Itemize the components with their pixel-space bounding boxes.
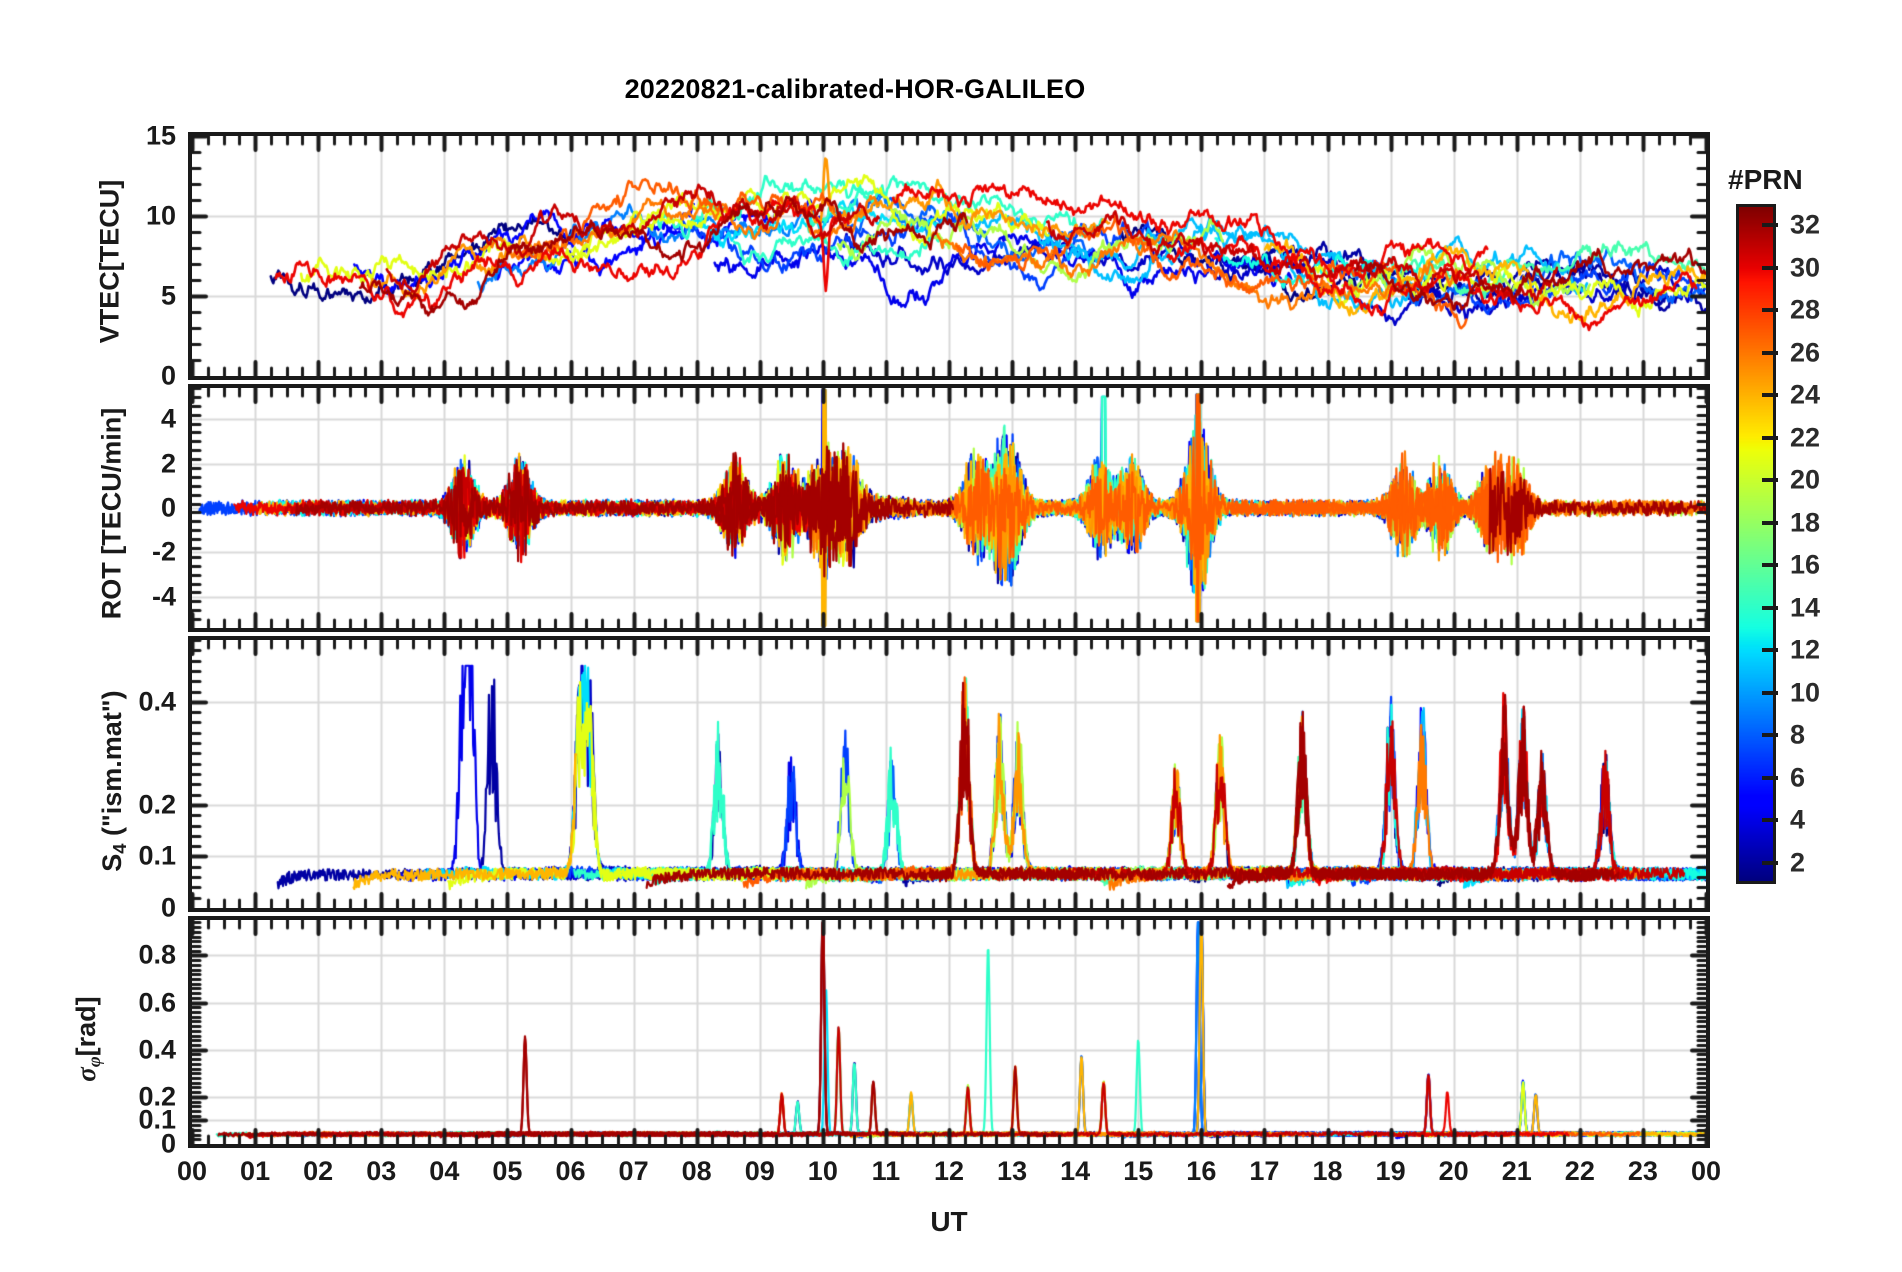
colorbar-tick-mark <box>1762 690 1778 695</box>
xtick-12: 12 <box>933 1156 965 1186</box>
colorbar-tick-22: 22 <box>1790 422 1821 453</box>
colorbar-tick-mark <box>1762 265 1778 270</box>
ytick-p3-0.4: 0.4 <box>138 686 176 717</box>
xtick-22: 22 <box>1564 1156 1595 1186</box>
colorbar-title: #PRN <box>1728 164 1803 195</box>
colorbar-tick-mark <box>1762 733 1778 738</box>
colorbar-tick-18: 18 <box>1790 507 1821 538</box>
colorbar-tick-10: 10 <box>1790 677 1821 708</box>
colorbar-tick-28: 28 <box>1790 294 1821 325</box>
ytick-p4-0.1: 0.1 <box>138 1104 176 1135</box>
xtick-15: 15 <box>1123 1156 1154 1186</box>
colorbar-tick-32: 32 <box>1790 209 1821 240</box>
ytick-p1-5: 5 <box>160 280 176 311</box>
xtick-17: 17 <box>1249 1156 1280 1186</box>
ytick-p3-0.2: 0.2 <box>138 789 176 820</box>
xtick-24: 00 <box>1690 1156 1722 1186</box>
xtick-21: 21 <box>1501 1156 1532 1186</box>
xtick-10: 10 <box>807 1156 838 1186</box>
xtick-23: 23 <box>1627 1156 1658 1186</box>
ytick-p2-0: 0 <box>160 492 176 523</box>
xtick-4: 04 <box>429 1156 460 1186</box>
colorbar-tick-14: 14 <box>1790 592 1821 623</box>
colorbar-tick-mark <box>1762 435 1778 440</box>
colorbar-tick-16: 16 <box>1790 549 1821 580</box>
colorbar-tick-26: 26 <box>1790 337 1821 368</box>
colorbar-tick-mark <box>1762 308 1778 313</box>
colorbar-tick-20: 20 <box>1790 464 1821 495</box>
xtick-20: 20 <box>1438 1156 1469 1186</box>
ytick-p4-0: 0 <box>160 1128 176 1159</box>
ytick-p3-0: 0 <box>160 892 176 923</box>
xtick-14: 14 <box>1060 1156 1091 1186</box>
ytick-p2-2: 2 <box>160 448 176 479</box>
xtick-2: 02 <box>303 1156 334 1186</box>
xtick-19: 19 <box>1375 1156 1406 1186</box>
vtec-panel <box>188 132 1710 380</box>
colorbar-tick-mark <box>1762 860 1778 865</box>
x-axis-label: UT <box>930 1206 968 1237</box>
ytick-p2--4: -4 <box>151 581 176 612</box>
xtick-0: 00 <box>176 1156 208 1186</box>
colorbar-tick-mark <box>1762 605 1778 610</box>
colorbar-tick-mark <box>1762 223 1778 228</box>
ytick-p4-0.6: 0.6 <box>138 987 176 1018</box>
colorbar-tick-mark <box>1762 393 1778 398</box>
colorbar-tick-2: 2 <box>1790 847 1806 878</box>
colorbar[interactable] <box>1736 204 1776 884</box>
colorbar-tick-mark <box>1762 350 1778 355</box>
ytick-p3-0.1: 0.1 <box>138 840 176 871</box>
colorbar-tick-6: 6 <box>1790 762 1806 793</box>
ytick-p1-10: 10 <box>145 200 176 231</box>
vtec-plot-canvas <box>192 136 1706 376</box>
colorbar-tick-mark <box>1762 520 1778 525</box>
colorbar-tick-mark <box>1762 818 1778 823</box>
colorbar-tick-mark <box>1762 563 1778 568</box>
xtick-6: 06 <box>555 1156 586 1186</box>
colorbar-tick-mark <box>1762 648 1778 653</box>
ytick-p1-15: 15 <box>145 120 176 151</box>
rot-panel <box>188 384 1710 632</box>
xtick-5: 05 <box>492 1156 523 1186</box>
colorbar-tick-mark <box>1762 478 1778 483</box>
ytick-p4-0.2: 0.2 <box>138 1081 176 1112</box>
ytick-p4-0.4: 0.4 <box>138 1034 176 1065</box>
colorbar-tick-4: 4 <box>1790 804 1806 835</box>
xtick-18: 18 <box>1312 1156 1343 1186</box>
xtick-3: 03 <box>366 1156 397 1186</box>
xtick-13: 13 <box>997 1156 1028 1186</box>
s4-panel <box>188 636 1710 912</box>
sigmaphi-plot-canvas <box>192 920 1706 1144</box>
colorbar-tick-12: 12 <box>1790 634 1821 665</box>
xtick-11: 11 <box>871 1156 901 1186</box>
rot-plot-canvas <box>192 388 1706 628</box>
ytick-p4-0.8: 0.8 <box>138 939 176 970</box>
s4-plot-canvas <box>192 640 1706 908</box>
colorbar-tick-30: 30 <box>1790 252 1821 283</box>
colorbar-tick-mark <box>1762 775 1778 780</box>
ytick-p2-4: 4 <box>160 403 176 434</box>
ytick-p1-0: 0 <box>160 360 176 391</box>
figure-title: 20220821-calibrated-HOR-GALILEO <box>624 74 1086 104</box>
ytick-p2--2: -2 <box>151 536 176 567</box>
colorbar-gradient <box>1739 207 1773 881</box>
xtick-8: 08 <box>681 1156 712 1186</box>
colorbar-tick-24: 24 <box>1790 379 1821 410</box>
xtick-7: 07 <box>618 1156 649 1186</box>
xtick-1: 01 <box>240 1156 271 1186</box>
xtick-16: 16 <box>1186 1156 1217 1186</box>
colorbar-tick-8: 8 <box>1790 719 1806 750</box>
sigmaphi-panel <box>188 916 1710 1148</box>
xtick-9: 09 <box>744 1156 775 1186</box>
